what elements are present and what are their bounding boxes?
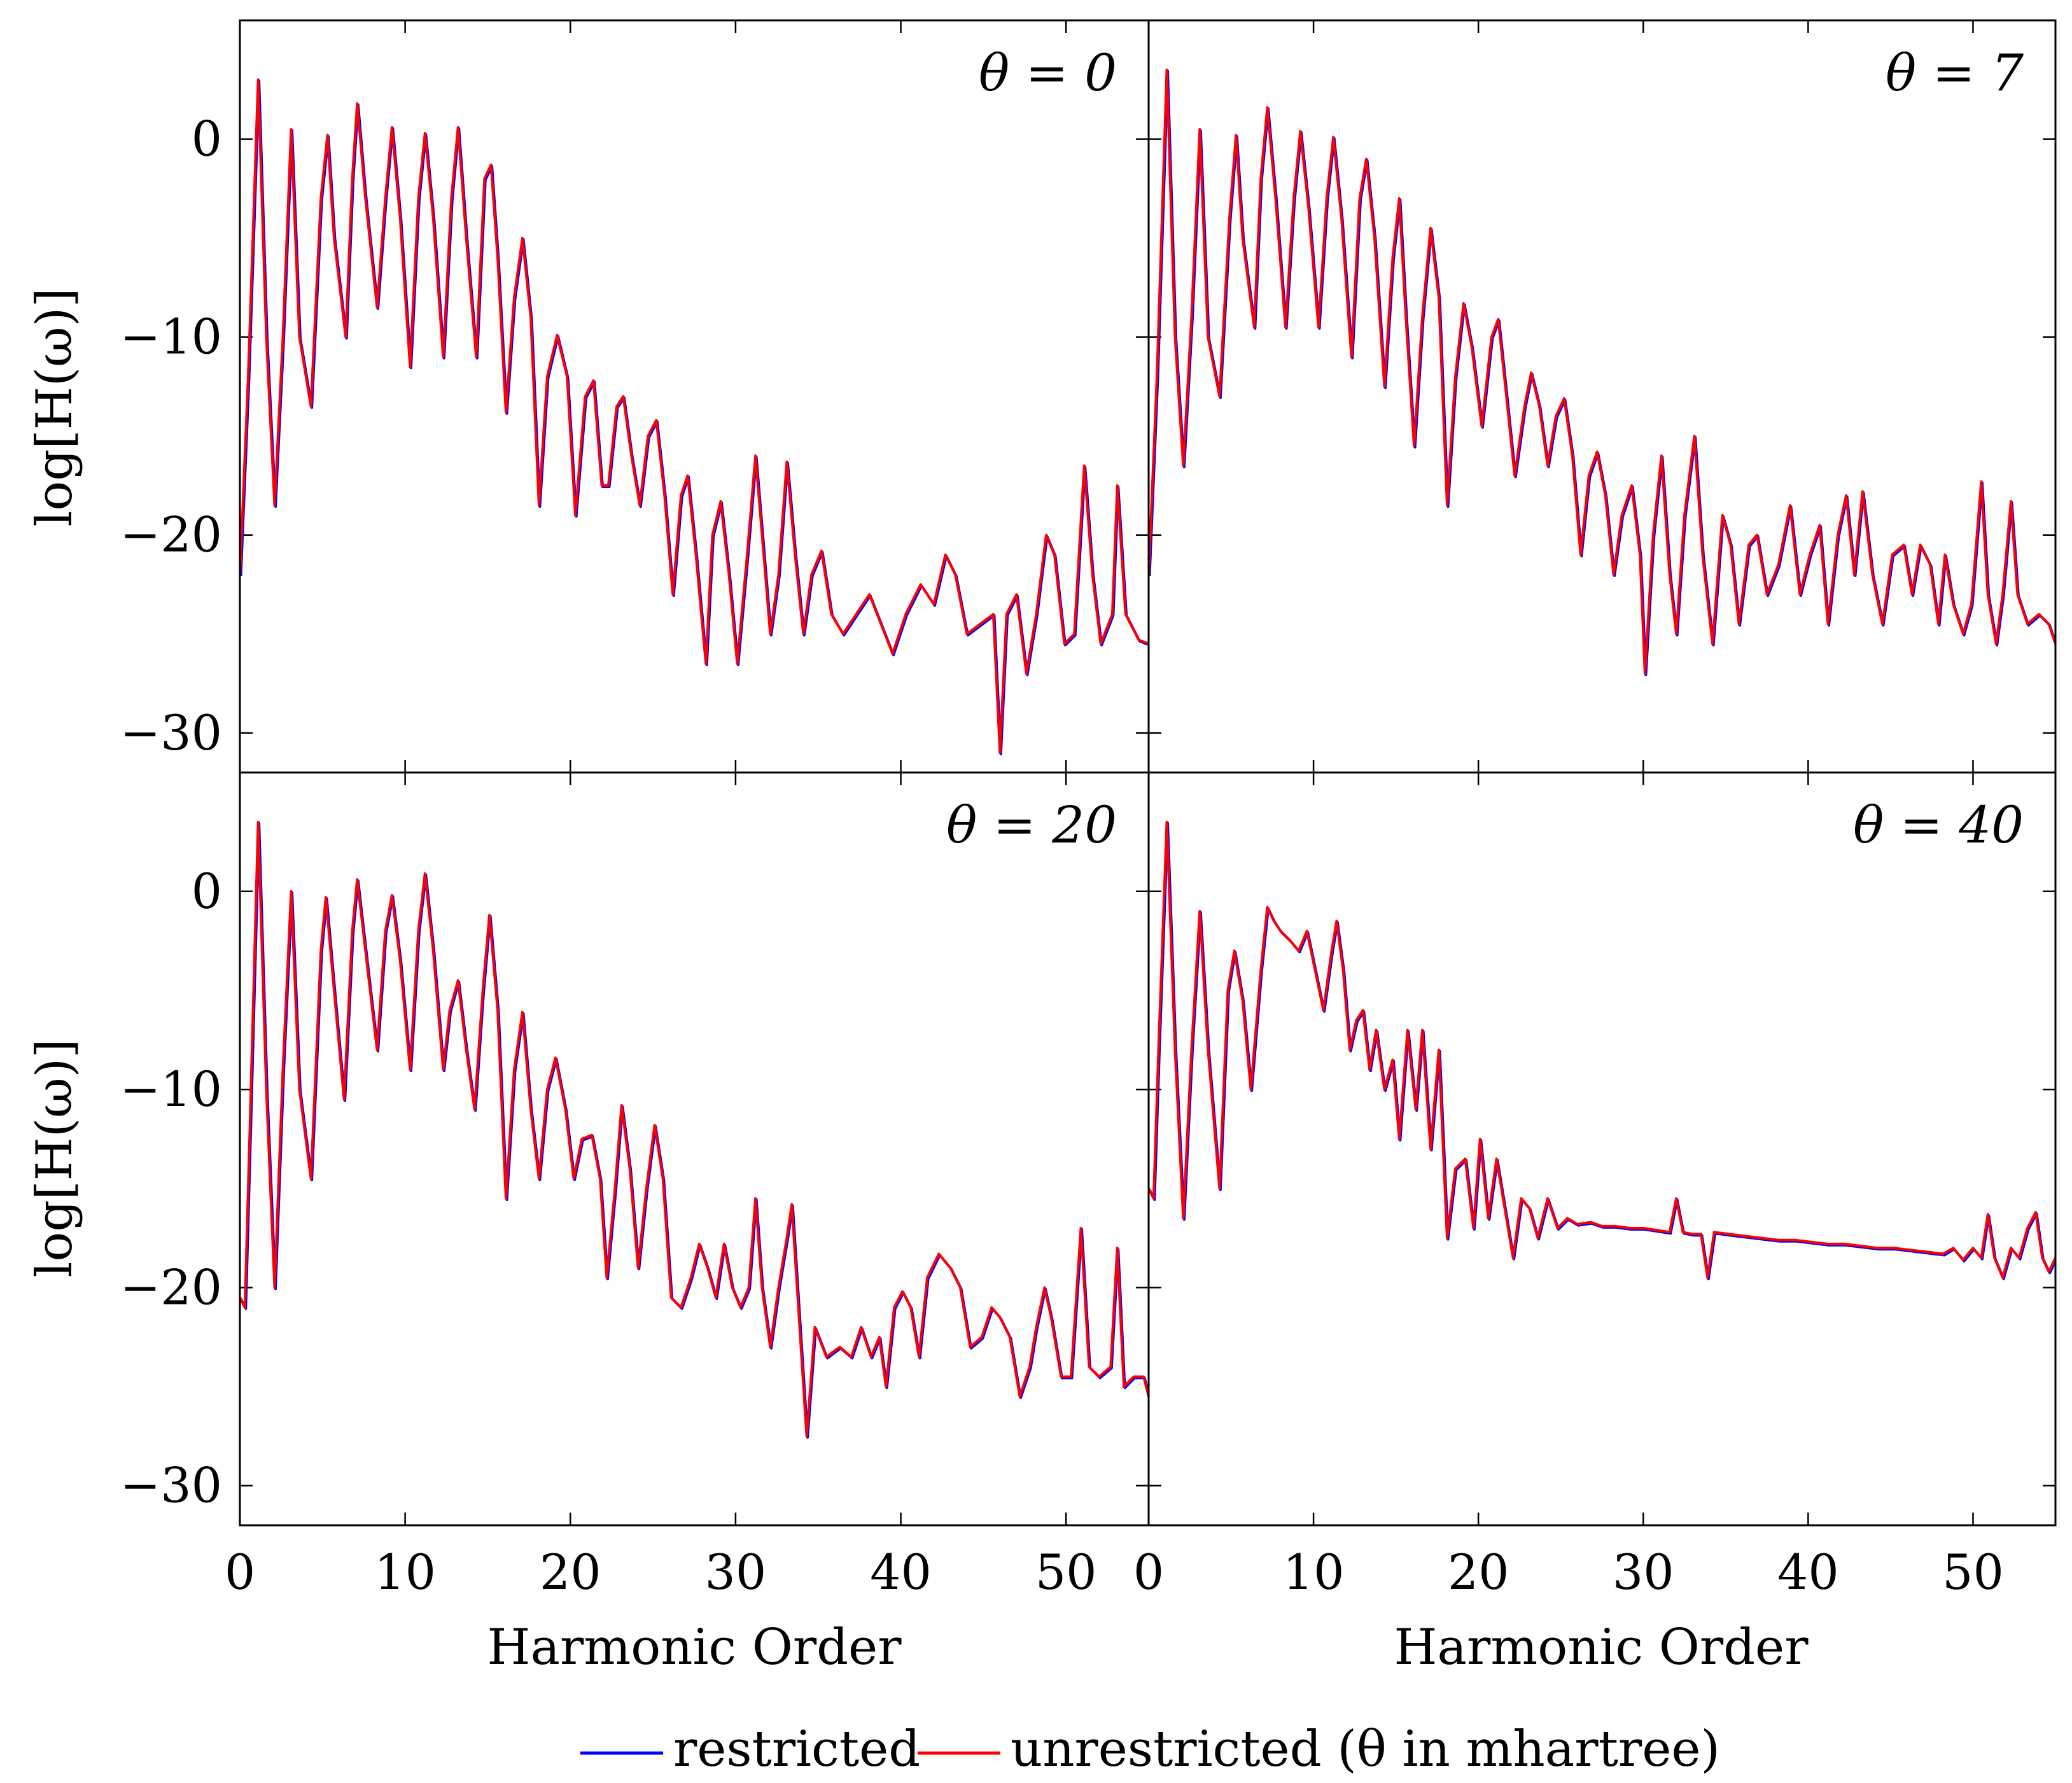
ytick-label-0-3: −30 [120,704,222,761]
ytick-label-0-2: −20 [120,507,222,563]
legend: restricted unrestricted (θ in mhartree) [580,1721,1720,1778]
legend-unrestricted-label: unrestricted (θ in mhartree) [1011,1721,1720,1778]
xtick-label-3-5: 50 [1942,1544,2004,1600]
panel-frame-0 [239,19,1150,774]
xtick-label-2-1: 10 [374,1544,436,1600]
ylabel-top: log[H(ω)] [26,288,83,526]
series-unrestricted-line-0 [240,78,1149,754]
panel-1: θ = 7 [1147,19,2057,774]
panel-label-3: θ = 40 [1853,795,2024,855]
panel-2: θ = 200−10−20−300 10 20 30 40 50 [120,771,1150,1600]
xlabel-right: Harmonic Order [1394,1619,1809,1676]
ytick-label-2-2: −20 [120,1259,222,1315]
series-restricted-line-2 [240,822,1149,1439]
xtick-label-2-5: 50 [1035,1544,1097,1600]
panel-0: θ = 0 0 −10 −20 −30 [120,19,1150,774]
xtick-label-2-0: 0 [225,1544,255,1600]
series-unrestricted-line-2 [240,820,1149,1437]
ylabel-bottom: log[H(ω)] [26,1038,83,1277]
xtick-label-2-4: 40 [870,1544,932,1600]
panel-frame-1 [1147,19,2057,774]
series-restricted-line-1 [1149,69,2055,676]
panel-label-0: θ = 0 [979,43,1117,102]
panels-group: θ = 00−10−20−30θ = 7θ = 200−10−20−300 10 2… [120,19,2057,1600]
xtick-label-3-2: 20 [1448,1544,1509,1600]
panel-frame-2 [239,771,1150,1527]
xtick-label-3-1: 10 [1283,1544,1345,1600]
panel-frame-3 [1147,771,2057,1527]
xtick-label-3-4: 40 [1777,1544,1839,1600]
panel-label-2: θ = 20 [946,795,1117,855]
xtick-label-2-3: 30 [705,1544,767,1600]
xtick-label-3-0: 0 [1133,1544,1164,1600]
series-unrestricted-line-3 [1149,820,2055,1279]
ytick-label-0-1: −10 [120,309,222,365]
ylabel-top-group: log[H(ω)] [26,288,83,526]
ytick-label-0-0: 0 [192,111,222,167]
panel-3: θ = 40 0 10 20 30 40 50 [1133,771,2057,1600]
series-restricted-line-0 [240,80,1149,755]
series-restricted-line-3 [1149,822,2055,1280]
series-unrestricted-line-1 [1149,68,2055,675]
ytick-label-2-1: −10 [120,1061,222,1117]
xtick-label-3-3: 30 [1613,1544,1674,1600]
xtick-label-2-2: 20 [540,1544,601,1600]
ytick-label-2-3: −30 [120,1457,222,1514]
ylabel-bottom-group: log[H(ω)] [26,1038,83,1277]
legend-restricted-label: restricted [673,1721,920,1778]
ytick-label-2-0: 0 [192,863,222,919]
xlabel-left: Harmonic Order [487,1619,902,1676]
panel-label-1: θ = 7 [1886,43,2024,102]
